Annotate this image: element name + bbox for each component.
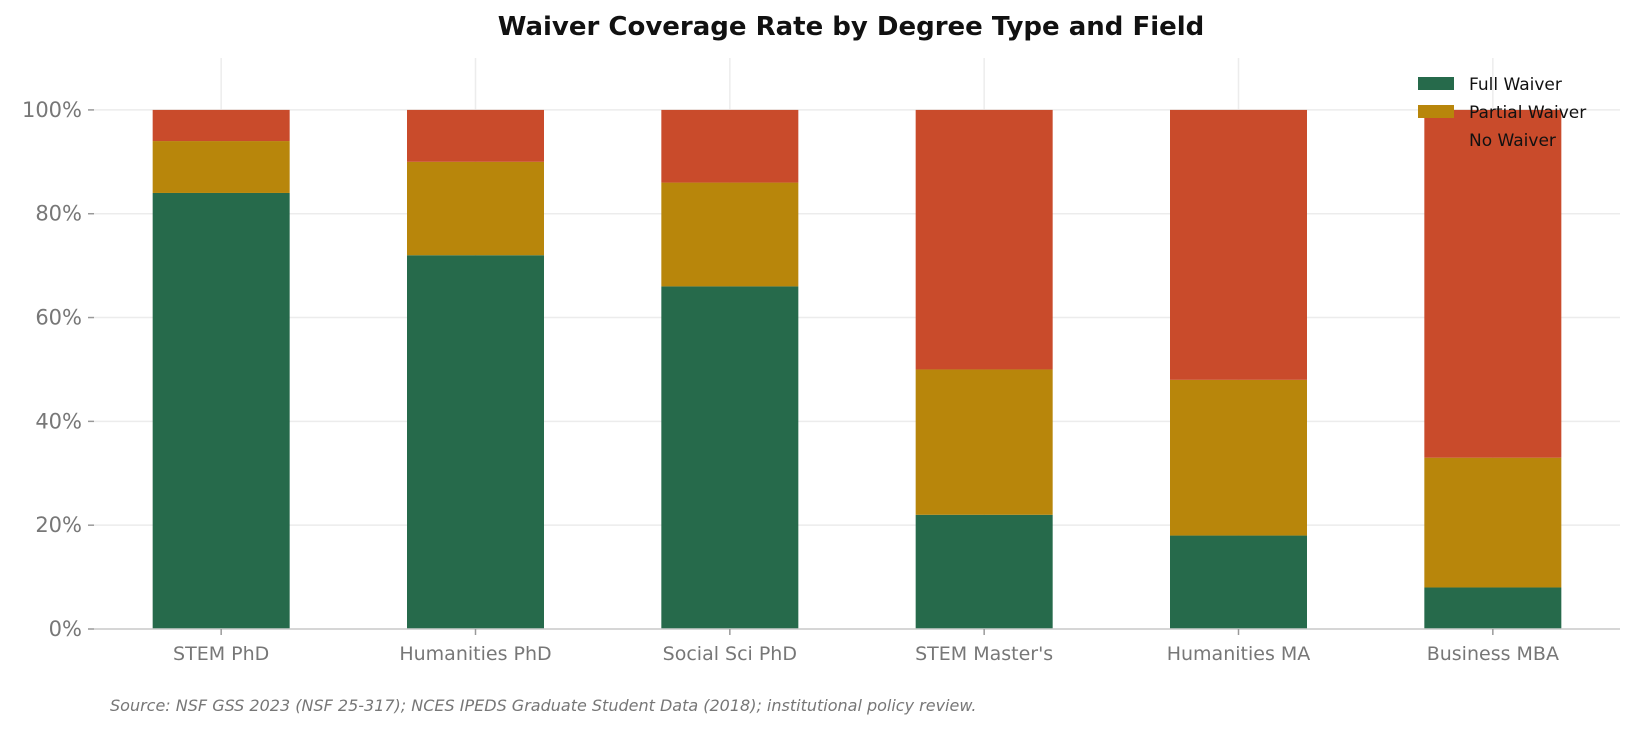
bar-segment-full-waiver <box>152 192 290 630</box>
legend: Full Waiver Partial Waiver No Waiver <box>1418 75 1586 151</box>
bar-segment-full-waiver <box>407 255 544 629</box>
legend-swatch <box>1418 105 1454 118</box>
bars <box>152 109 1562 630</box>
grid-lines <box>94 58 1620 630</box>
bar-segment-no-waiver <box>407 109 544 162</box>
bar-segment-full-waiver <box>1424 587 1562 629</box>
bar-segment-no-waiver <box>1170 109 1307 380</box>
bar-segment-full-waiver <box>661 286 799 629</box>
legend-label: Full Waiver <box>1469 75 1562 95</box>
bar-segment-no-waiver <box>1424 109 1562 458</box>
y-tick-label: 0% <box>49 617 82 641</box>
legend-label: Partial Waiver <box>1469 103 1586 123</box>
legend-label: No Waiver <box>1469 131 1556 151</box>
x-tick-label: Humanities PhD <box>399 643 551 665</box>
bar-segment-full-waiver <box>1170 535 1307 629</box>
bar-segment-partial-waiver <box>1424 457 1562 588</box>
y-tick-label: 60% <box>35 306 82 330</box>
y-tick-label: 80% <box>35 202 82 226</box>
bar-segment-partial-waiver <box>407 161 544 256</box>
legend-swatch <box>1418 77 1454 90</box>
bar-segment-no-waiver <box>661 109 799 183</box>
y-tick-label: 40% <box>35 409 82 433</box>
x-tick-label: STEM Master's <box>915 643 1053 665</box>
bar-segment-partial-waiver <box>915 369 1053 515</box>
bar-segment-full-waiver <box>915 514 1053 629</box>
y-tick-label: 100% <box>22 98 82 122</box>
bar-segment-partial-waiver <box>661 182 799 287</box>
x-tick-label: Humanities MA <box>1167 643 1311 665</box>
bar-segment-partial-waiver <box>152 141 290 193</box>
x-tick-label: Social Sci PhD <box>663 643 797 665</box>
bar-segment-no-waiver <box>152 109 290 142</box>
x-tick-label: STEM PhD <box>173 643 269 665</box>
x-tick-label: Business MBA <box>1427 643 1559 665</box>
axes: 0% 20% 40% 60% 80% 100% STEM PhD Humanities PhD… <box>22 98 1620 665</box>
bar-segment-partial-waiver <box>1170 379 1307 536</box>
bar-segment-no-waiver <box>915 109 1053 370</box>
y-tick-label: 20% <box>35 513 82 537</box>
source-note: Source: NSF GSS 2023 (NSF 25-317); NCES … <box>110 696 976 715</box>
chart-title: Waiver Coverage Rate by Degree Type and … <box>498 12 1205 42</box>
